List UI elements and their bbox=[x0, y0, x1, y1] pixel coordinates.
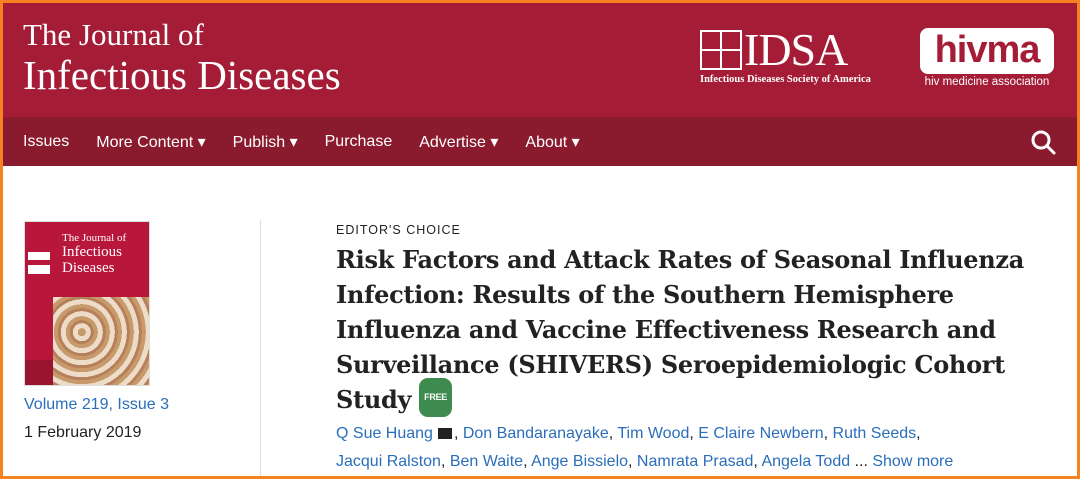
author-link[interactable]: Don Bandaranayake bbox=[462, 425, 609, 442]
author-link[interactable]: Angela Todd bbox=[761, 453, 851, 470]
column-divider bbox=[260, 220, 261, 479]
issue-volume-link[interactable]: Volume 219, Issue 3 bbox=[24, 396, 169, 413]
nav-about[interactable]: About ▾ bbox=[525, 133, 580, 151]
nav-more-content[interactable]: More Content ▾ bbox=[96, 133, 206, 151]
show-more-link[interactable]: Show more bbox=[872, 453, 954, 470]
search-icon[interactable] bbox=[1030, 129, 1056, 155]
idsa-emblem-icon bbox=[700, 30, 742, 70]
hivma-subtitle: hiv medicine association bbox=[924, 76, 1050, 88]
cover-oxford-logo bbox=[25, 360, 53, 385]
main-nav: Issues More Content ▾ Publish ▾ Purchase… bbox=[0, 117, 1080, 166]
author-link[interactable]: Ange Bissielo bbox=[531, 453, 629, 470]
issue-date: 1 February 2019 bbox=[24, 424, 142, 441]
author-list: Q Sue Huang, Don Bandaranayake, Tim Wood… bbox=[336, 425, 954, 470]
cover-micrograph bbox=[53, 297, 149, 385]
cover-title: The Journal of Infectious Diseases bbox=[62, 232, 127, 276]
journal-title-line1: The Journal of bbox=[23, 17, 204, 52]
nav-issues[interactable]: Issues bbox=[23, 132, 70, 150]
author-link[interactable]: E Claire Newbern bbox=[698, 425, 824, 442]
free-badge: FREE bbox=[419, 378, 452, 417]
cover-idsa-logo bbox=[28, 252, 50, 260]
article-title: Risk Factors and Attack Rates of Seasona… bbox=[336, 242, 1026, 421]
author-link[interactable]: Jacqui Ralston bbox=[336, 453, 441, 470]
email-icon[interactable] bbox=[437, 428, 452, 439]
author-ellipsis: ... bbox=[854, 453, 868, 470]
author-link[interactable]: Q Sue Huang bbox=[336, 425, 433, 442]
idsa-subtitle: Infectious Diseases Society of America bbox=[700, 74, 871, 85]
issue-cover-image[interactable]: The Journal of Infectious Diseases bbox=[24, 221, 150, 386]
idsa-wordmark: IDSA bbox=[744, 24, 848, 75]
article-title-text: Risk Factors and Attack Rates of Seasona… bbox=[336, 245, 1024, 414]
nav-publish[interactable]: Publish ▾ bbox=[232, 133, 298, 151]
author-link[interactable]: Tim Wood bbox=[617, 425, 690, 442]
nav-advertise[interactable]: Advertise ▾ bbox=[419, 133, 499, 151]
hivma-wordmark: hivma bbox=[920, 28, 1054, 74]
nav-purchase[interactable]: Purchase bbox=[324, 132, 393, 150]
author-link[interactable]: Ben Waite bbox=[449, 453, 524, 470]
author-link[interactable]: Namrata Prasad bbox=[636, 453, 754, 470]
journal-logo[interactable]: The Journal of Infectious Diseases bbox=[23, 17, 341, 99]
journal-title-line2: Infectious Diseases bbox=[23, 52, 341, 98]
cover-hivma-logo bbox=[28, 265, 50, 274]
site-header: The Journal of Infectious Diseases IDSA … bbox=[0, 0, 1080, 117]
article-kicker: EDITOR'S CHOICE bbox=[336, 223, 461, 237]
author-link[interactable]: Ruth Seeds bbox=[832, 425, 917, 442]
hivma-logo[interactable]: hivma hiv medicine association bbox=[920, 28, 1054, 88]
